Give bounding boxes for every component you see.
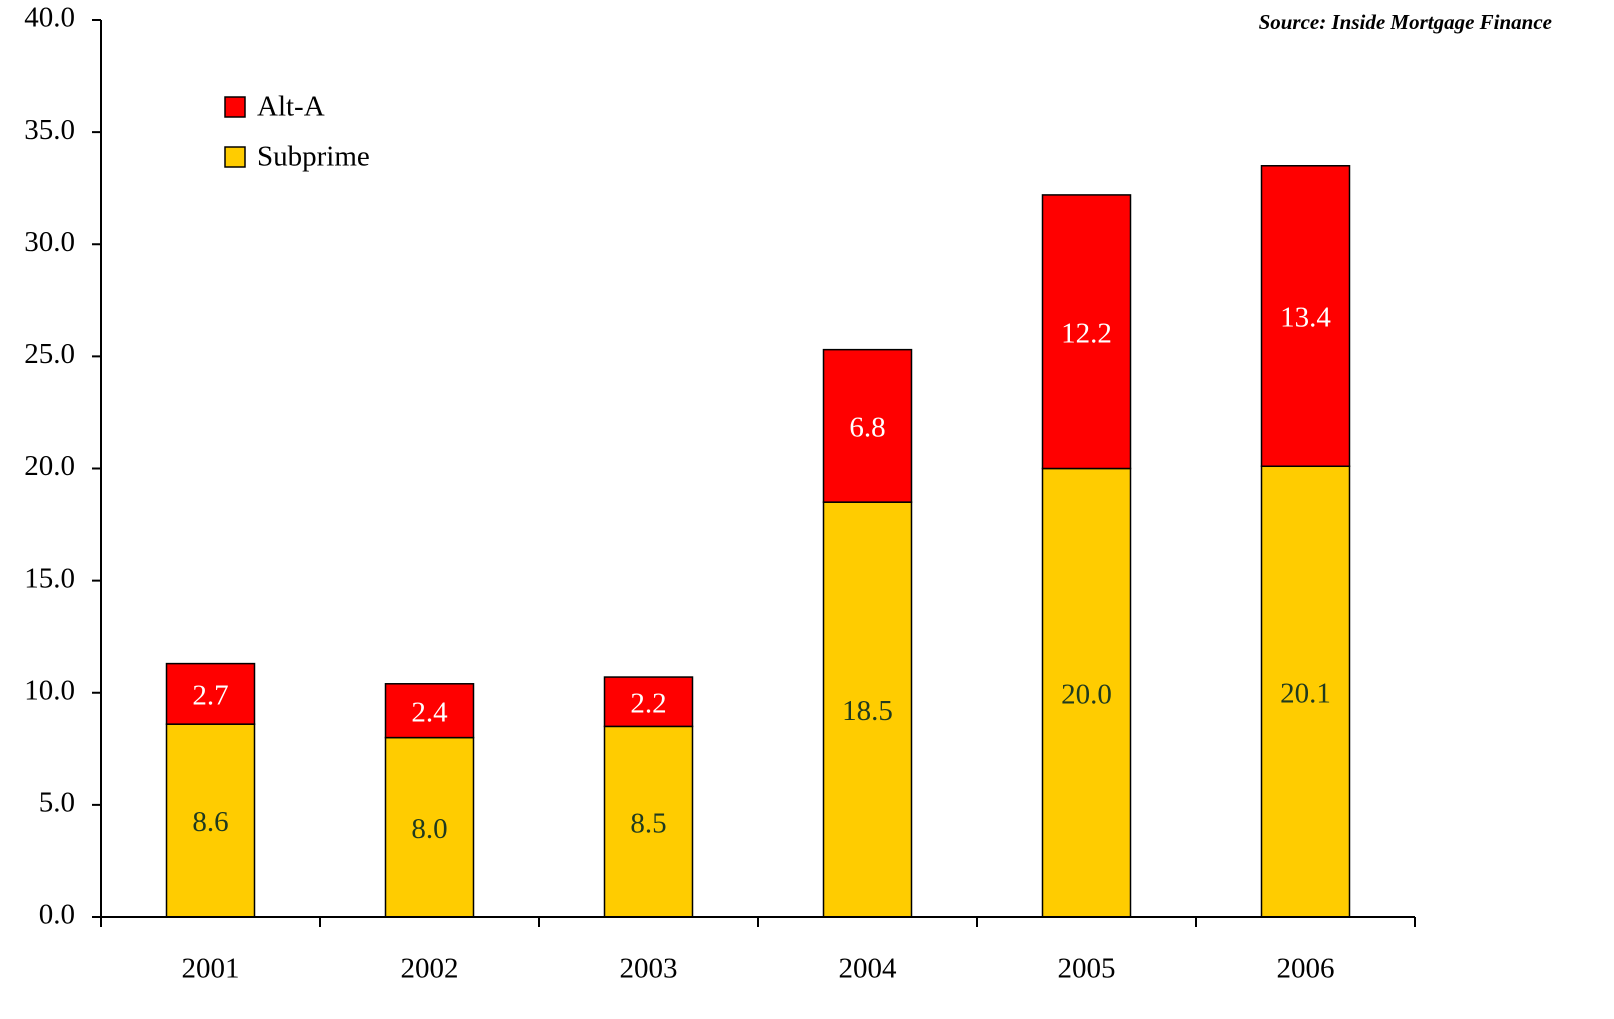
bar-segment [1260, 465, 1351, 918]
y-tick-label: 15.0 [24, 562, 75, 594]
legend-label: Alt-A [257, 91, 325, 123]
x-tick-label: 2005 [1058, 953, 1116, 985]
data-label: 12.2 [1061, 317, 1112, 349]
legend-swatch [224, 146, 246, 168]
bar-segment [1041, 194, 1132, 470]
y-tick-label: 10.0 [24, 674, 75, 706]
bar-segment [384, 683, 475, 739]
legend-swatch [224, 96, 246, 118]
data-label: 2.4 [411, 696, 448, 728]
x-tick-label: 2001 [182, 953, 240, 985]
y-tick-label: 20.0 [24, 450, 75, 482]
x-tick-label: 2004 [839, 953, 898, 985]
data-label: 13.4 [1280, 302, 1331, 334]
data-label: 20.1 [1280, 677, 1331, 709]
data-label: 8.0 [411, 813, 447, 845]
y-tick-label: 25.0 [24, 338, 75, 370]
bar-segment [822, 501, 913, 918]
data-label: 8.6 [192, 806, 228, 838]
x-tick-label: 2003 [620, 953, 678, 985]
data-label: 18.5 [842, 695, 893, 727]
data-label: 6.8 [849, 412, 885, 444]
x-tick-label: 2002 [401, 953, 459, 985]
bar-segment [1260, 165, 1351, 468]
y-tick-label: 30.0 [24, 226, 75, 258]
bar-segment [822, 348, 913, 503]
bar-segment [1041, 467, 1132, 918]
x-tick-label: 2006 [1277, 953, 1335, 985]
y-tick-label: 40.0 [24, 2, 75, 34]
y-tick-label: 0.0 [39, 899, 75, 931]
bar-segment [603, 676, 694, 728]
y-tick-label: 5.0 [39, 787, 75, 819]
bar-segment [603, 725, 694, 918]
data-label: 8.5 [630, 807, 666, 839]
y-tick-label: 35.0 [24, 114, 75, 146]
data-label: 20.0 [1061, 678, 1112, 710]
legend-label: Subprime [257, 141, 370, 173]
bar-segment [165, 662, 256, 725]
data-label: 2.2 [630, 687, 666, 719]
data-label: 2.7 [192, 680, 228, 712]
source-note: Source: Inside Mortgage Finance [1259, 10, 1552, 34]
